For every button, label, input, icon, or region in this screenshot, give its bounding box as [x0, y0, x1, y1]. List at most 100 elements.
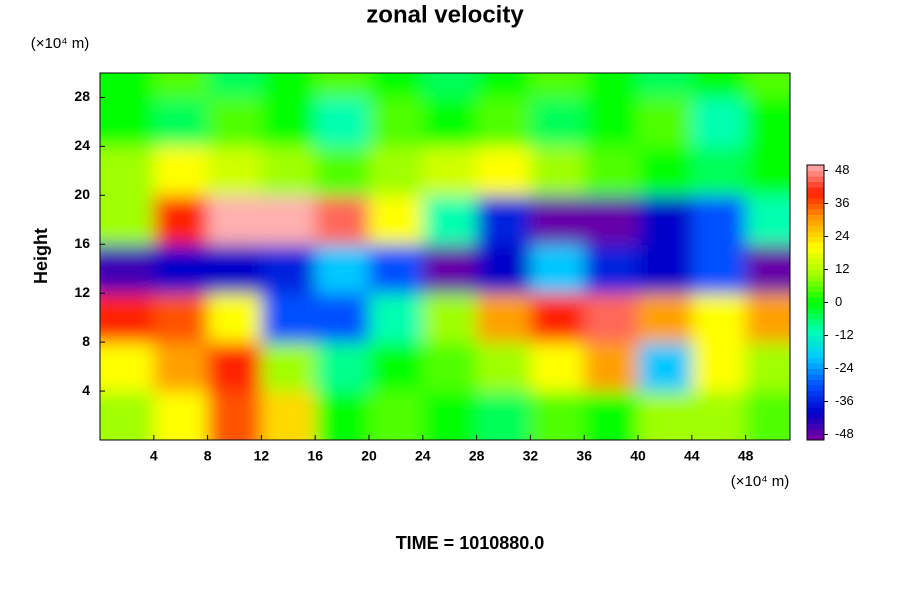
cell	[315, 342, 370, 392]
cell	[584, 244, 639, 294]
cell	[476, 97, 531, 147]
colorbar-band	[807, 335, 824, 342]
colorbar-band	[807, 258, 824, 265]
colorbar-band	[807, 346, 824, 353]
x-tick-label: 8	[204, 448, 212, 464]
x-tick-label: 16	[307, 448, 323, 464]
cell	[745, 73, 790, 98]
cell	[584, 97, 639, 147]
cell	[153, 73, 209, 98]
x-tick-label: 32	[523, 448, 539, 464]
cell	[745, 195, 790, 245]
cell	[100, 195, 155, 245]
colorbar-band	[807, 412, 824, 419]
cell	[153, 391, 209, 440]
cell	[530, 244, 585, 294]
colorbar: 48 36 24 12 0 -12 -24 -36 -48	[806, 162, 854, 441]
y-tick-label: 8	[82, 333, 90, 349]
chart-title: zonal velocity	[366, 1, 524, 28]
cell	[584, 195, 639, 245]
cell	[476, 293, 531, 343]
cell	[530, 146, 585, 196]
cell	[422, 73, 478, 98]
colorbar-tick-label: -12	[835, 327, 854, 342]
x-tick-label: 28	[469, 448, 485, 464]
colorbar-band	[807, 181, 824, 188]
cell	[369, 73, 424, 98]
cell	[261, 97, 316, 147]
colorbar-band	[807, 407, 824, 413]
colorbar-band	[807, 242, 824, 248]
colorbar-band	[807, 280, 824, 287]
y-axis-label: Height	[31, 228, 51, 284]
colorbar-band	[807, 286, 824, 292]
colorbar-tick-label: 12	[835, 261, 849, 276]
field-cells	[100, 73, 790, 440]
cell	[315, 244, 370, 294]
cell	[422, 293, 478, 343]
colorbar-band	[807, 209, 824, 215]
cell	[369, 195, 424, 245]
x-tick-label: 48	[738, 448, 754, 464]
cell	[530, 342, 585, 392]
cell	[100, 244, 155, 294]
y-tick-label: 16	[74, 235, 90, 251]
y-tick-label: 20	[74, 186, 90, 202]
cell	[261, 293, 316, 343]
cell	[691, 391, 747, 440]
cell	[584, 73, 639, 98]
colorbar-band	[807, 313, 824, 320]
colorbar-band	[807, 165, 824, 171]
cell	[638, 293, 693, 343]
colorbar-band	[807, 297, 824, 303]
colorbar-tick-label: 48	[835, 162, 849, 177]
cell	[745, 391, 790, 440]
cell	[422, 342, 478, 392]
colorbar-tick-label: 0	[835, 294, 842, 309]
y-tick-label: 28	[74, 88, 90, 104]
y-tick-label: 12	[74, 284, 90, 300]
x-tick-label: 40	[630, 448, 646, 464]
cell	[530, 73, 585, 98]
cell	[422, 146, 478, 196]
cell	[745, 244, 790, 294]
colorbar-band	[807, 379, 824, 386]
cell	[638, 244, 693, 294]
colorbar-band	[807, 231, 824, 237]
colorbar-tick-label: -48	[835, 426, 854, 441]
cell	[261, 244, 316, 294]
y-tick-label: 4	[82, 382, 90, 398]
cell	[476, 146, 531, 196]
cell	[476, 244, 531, 294]
cell	[476, 195, 531, 245]
colorbar-band	[807, 363, 824, 369]
colorbar-band	[807, 264, 824, 270]
colorbar-band	[807, 247, 824, 254]
cell	[691, 342, 747, 392]
colorbar-band	[807, 385, 824, 391]
cell	[745, 146, 790, 196]
cell	[369, 342, 424, 392]
cell	[422, 97, 478, 147]
cell	[530, 293, 585, 343]
colorbar-band	[807, 302, 824, 309]
cell	[153, 195, 209, 245]
x-unit: (×10⁴ m)	[731, 473, 790, 490]
cell	[638, 146, 693, 196]
cell	[261, 195, 316, 245]
colorbar-band	[807, 423, 824, 430]
cell	[100, 342, 155, 392]
cell	[745, 293, 790, 343]
cell	[691, 146, 747, 196]
field	[100, 73, 790, 440]
cell	[691, 293, 747, 343]
cell	[261, 391, 316, 440]
cell	[691, 195, 747, 245]
colorbar-tick-label: 36	[835, 195, 849, 210]
cell	[369, 293, 424, 343]
cell	[315, 195, 370, 245]
colorbar-band	[807, 236, 824, 243]
cell	[476, 73, 531, 98]
colorbar-band	[807, 357, 824, 364]
